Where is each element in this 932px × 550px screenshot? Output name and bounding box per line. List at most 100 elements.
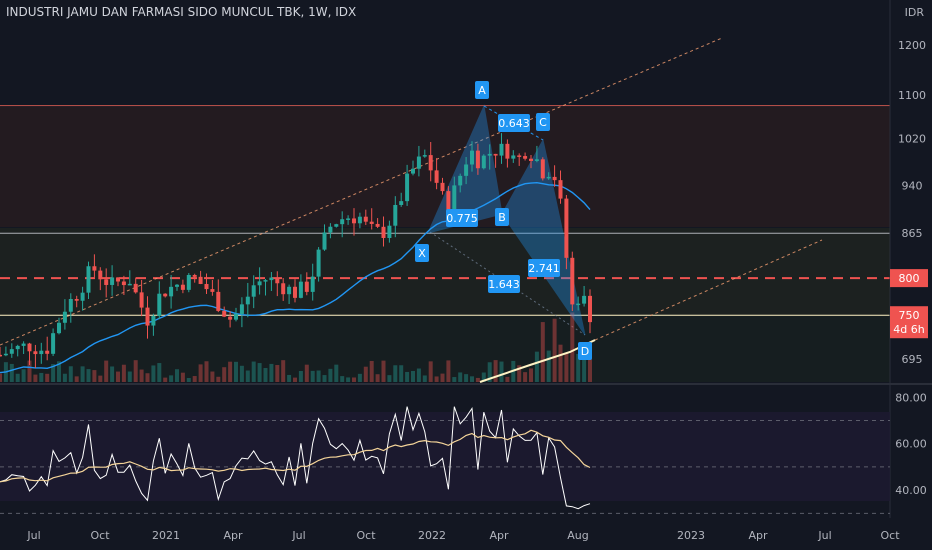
candle-body — [245, 296, 250, 305]
candle-body — [346, 218, 351, 220]
candle-body — [411, 168, 415, 174]
price-tick-label: 695 — [902, 353, 923, 366]
volume-bar — [546, 350, 551, 382]
volume-bar — [487, 362, 492, 382]
candle-body — [558, 180, 563, 199]
candle-body — [458, 175, 463, 186]
candle-body — [133, 283, 138, 293]
candle-body — [68, 299, 73, 312]
candle-body — [157, 293, 162, 316]
volume-bar — [493, 360, 498, 382]
pattern-ratio-box — [528, 259, 560, 277]
candle-body — [405, 173, 410, 202]
volume-bar — [475, 377, 480, 382]
candle-body — [310, 276, 315, 292]
volume-bar — [328, 368, 333, 382]
volume-bar — [92, 370, 97, 382]
volume-bar — [588, 356, 592, 382]
volume-bar — [0, 373, 2, 382]
volume-bar — [57, 361, 61, 382]
candle-body — [552, 176, 557, 181]
candle-body — [582, 295, 587, 304]
volume-bar — [45, 373, 50, 382]
pattern-ratio-label: 2.741 — [528, 262, 560, 275]
pattern-point-marker — [495, 208, 509, 226]
time-tick-label: Jul — [817, 529, 831, 542]
volume-bar — [110, 366, 115, 382]
candle-body — [481, 155, 486, 169]
rsi-line — [0, 406, 591, 510]
volume-bar — [180, 372, 185, 382]
pattern-ratio-box — [446, 209, 478, 227]
price-tick-label: 800 — [899, 272, 920, 285]
pattern-ratio-box — [498, 114, 530, 132]
price-tick-label: 1200 — [898, 39, 926, 52]
volume-bar — [216, 376, 221, 382]
candle-body — [62, 311, 67, 323]
candle-body — [493, 153, 498, 156]
price-tick-label: 865 — [902, 227, 923, 240]
candle-body — [98, 270, 103, 280]
candle-body — [316, 249, 321, 277]
candle-body — [257, 281, 262, 286]
rsi-pane — [0, 406, 890, 514]
candle-body — [210, 289, 215, 292]
time-axis: Jul Oct 2021 Apr Jul Oct 2022 Apr Aug 2023 Apr Jul O… — [26, 529, 900, 542]
candle-body — [422, 155, 427, 157]
volume-bar — [116, 371, 120, 382]
candle-body — [546, 176, 551, 179]
candle-body — [151, 315, 156, 326]
candle-body — [104, 279, 109, 285]
candle-body — [452, 185, 457, 215]
zone-lower — [0, 228, 890, 316]
pattern-point-label: D — [581, 345, 589, 358]
rsi-tick-label: 80.00 — [895, 391, 927, 404]
volume-bar — [558, 344, 563, 382]
volume-bar — [151, 365, 156, 382]
volume-bar — [422, 375, 427, 382]
pattern-point-marker — [536, 113, 550, 131]
candle-body — [576, 303, 581, 306]
candle-body — [298, 281, 303, 298]
candle-body — [116, 277, 120, 282]
volume-bar — [228, 361, 233, 382]
volume-bar — [127, 371, 132, 382]
volume-bar — [381, 360, 386, 382]
volume-bar — [416, 368, 421, 382]
candle-body — [45, 350, 50, 354]
countdown-label: 4d 6h — [893, 323, 924, 336]
candles — [0, 133, 592, 368]
candle-body — [216, 291, 221, 311]
candle-body — [275, 277, 280, 284]
volume-bar — [346, 377, 351, 382]
volume-bar — [68, 366, 73, 382]
volume-bar — [86, 369, 91, 382]
candle-body — [175, 284, 179, 287]
candle-body — [529, 158, 533, 161]
volume-bar — [251, 361, 256, 382]
rsi-tick-label: 40.00 — [895, 484, 927, 497]
volume-bar — [257, 363, 262, 382]
pattern-ratio-label: 0.775 — [446, 212, 478, 225]
volume-bar — [375, 374, 380, 382]
volume-bar — [80, 366, 85, 382]
volume-bar — [481, 372, 486, 382]
pattern-point-marker — [578, 342, 592, 360]
rsi-band — [0, 412, 890, 501]
volume-bar — [440, 373, 445, 382]
candle-body — [9, 349, 14, 354]
volume-bar — [399, 365, 404, 382]
time-tick-label: Aug — [567, 529, 588, 542]
candle-body — [428, 155, 433, 171]
candle-body — [228, 316, 233, 320]
volume-bar — [499, 361, 504, 382]
candle-body — [39, 350, 44, 355]
candle-body — [434, 170, 439, 183]
candle-body — [192, 274, 197, 277]
projection-line — [429, 231, 586, 336]
candle-body — [564, 198, 569, 258]
candle-body — [80, 292, 85, 301]
volume-bar — [564, 353, 569, 382]
